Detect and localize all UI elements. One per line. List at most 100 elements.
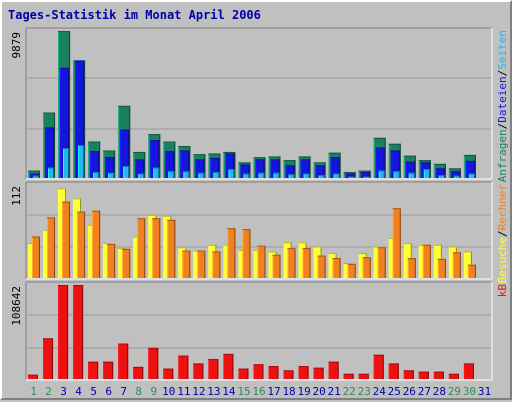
- bar-seiten-day-9-fill: [153, 167, 160, 178]
- bar-rechner-day-4-fill: [77, 211, 86, 278]
- bar-kb-day-9: [148, 347, 159, 379]
- bar-kb-day-15-fill: [238, 368, 249, 379]
- bar-seiten-day-20-fill: [318, 175, 325, 178]
- bar-seiten-day-13-fill: [213, 172, 220, 178]
- y-max-label-visits: 112: [10, 186, 23, 206]
- bar-kb-day-24-fill: [373, 354, 384, 379]
- bar-seiten-day-30-fill: [468, 173, 475, 178]
- bar-kb-day-21: [328, 361, 339, 379]
- bar-rechner-day-26: [407, 258, 416, 278]
- bar-rechner-day-13: [212, 251, 221, 278]
- bar-seiten-day-25: [393, 171, 400, 178]
- bar-kb-day-19-fill: [298, 366, 309, 379]
- bar-rechner-day-27: [422, 244, 431, 278]
- bar-seiten-day-21-fill: [333, 173, 340, 178]
- bar-kb-day-30-fill: [463, 363, 474, 379]
- bar-dateien-day-5-fill: [90, 151, 100, 178]
- legend-separator: /: [496, 230, 509, 237]
- day-label-27: 27: [418, 385, 431, 398]
- bar-rechner-day-9: [152, 218, 161, 278]
- bar-dateien-day-24-fill: [375, 147, 385, 178]
- chart-title: Tages-Statistik im Monat April 2006: [8, 8, 261, 22]
- bar-rechner-day-30-fill: [467, 264, 476, 278]
- bar-rechner-day-12: [197, 250, 206, 278]
- bar-seiten-day-24: [378, 170, 385, 178]
- day-label-12: 12: [192, 385, 205, 398]
- bar-rechner-day-16-fill: [257, 245, 266, 278]
- bar-rechner-day-5-fill: [92, 210, 101, 278]
- bar-kb-day-23: [358, 373, 369, 379]
- bar-kb-day-8: [133, 366, 144, 379]
- bar-seiten-day-15: [243, 173, 250, 178]
- bar-dateien-day-10-fill: [165, 151, 175, 178]
- bar-kb-day-30: [463, 363, 474, 379]
- bar-rechner-day-15: [242, 229, 251, 278]
- bar-kb-day-28-fill: [433, 371, 444, 379]
- bar-rechner-day-10-fill: [167, 219, 176, 278]
- bar-rechner-day-21: [332, 258, 341, 278]
- bar-kb-day-15: [238, 368, 249, 379]
- bar-rechner-day-2: [47, 217, 56, 278]
- bar-seiten-day-26: [408, 172, 415, 178]
- day-label-11: 11: [177, 385, 190, 398]
- bar-dateien-day-2: [45, 127, 55, 178]
- bar-seiten-day-24-fill: [378, 170, 385, 178]
- bar-seiten-day-14-fill: [228, 169, 235, 178]
- bar-seiten-day-5: [93, 172, 100, 178]
- bar-rechner-day-28: [437, 258, 446, 278]
- day-label-22: 22: [343, 385, 356, 398]
- legend-separator: /: [496, 70, 509, 77]
- day-label-23: 23: [358, 385, 371, 398]
- bar-kb-day-20: [313, 367, 324, 379]
- bar-rechner-day-10: [167, 219, 176, 278]
- bar-rechner-day-8-fill: [137, 218, 146, 278]
- bar-rechner-day-6-fill: [107, 243, 116, 278]
- bar-seiten-day-16: [258, 172, 265, 178]
- bar-rechner-day-3-fill: [62, 201, 71, 278]
- bar-dateien-day-15-fill: [240, 164, 250, 178]
- bar-rechner-day-16: [257, 245, 266, 278]
- bar-dateien-day-23-fill: [360, 172, 370, 178]
- bar-kb-day-7: [118, 343, 129, 379]
- bar-besuche-day-3-fill: [58, 188, 67, 278]
- bar-dateien-day-7-fill: [120, 129, 130, 178]
- bar-kb-day-2-fill: [43, 338, 54, 379]
- bar-rechner-day-22-fill: [347, 263, 356, 278]
- bar-rechner-day-13-fill: [212, 251, 221, 278]
- y-max-label-hits: 9879: [10, 32, 23, 59]
- bar-seiten-day-20: [318, 175, 325, 178]
- bar-kb-day-1-fill: [28, 374, 38, 379]
- legend-separator: /: [496, 123, 509, 130]
- bar-kb-day-29: [448, 373, 459, 379]
- day-label-21: 21: [328, 385, 341, 398]
- bar-rechner-day-1: [32, 236, 40, 278]
- bar-dateien-day-12-fill: [195, 159, 205, 178]
- bar-rechner-day-12-fill: [197, 250, 206, 278]
- day-label-3: 3: [60, 385, 67, 398]
- day-label-20: 20: [313, 385, 326, 398]
- bar-rechner-day-29: [452, 252, 461, 278]
- bar-dateien-day-23: [360, 172, 370, 178]
- legend-item-seiten: Seiten: [496, 30, 509, 70]
- bar-kb-day-22: [343, 373, 354, 379]
- day-label-30: 30: [463, 385, 476, 398]
- bar-kb-day-1: [28, 374, 38, 379]
- bar-rechner-day-18-fill: [287, 248, 296, 278]
- bar-kb-day-4: [73, 285, 84, 379]
- bar-seiten-day-11: [183, 171, 190, 178]
- bar-seiten-day-19-fill: [303, 173, 310, 178]
- bar-seiten-day-18: [288, 174, 295, 178]
- day-label-13: 13: [207, 385, 220, 398]
- bar-dateien-day-29: [450, 171, 460, 178]
- bar-dateien-day-6-fill: [105, 157, 115, 178]
- bar-rechner-day-2-fill: [47, 217, 56, 278]
- bar-kb-day-2: [43, 338, 54, 379]
- bar-seiten-day-15-fill: [243, 173, 250, 178]
- bar-rechner-day-8: [137, 218, 146, 278]
- bar-dateien-day-14-fill: [225, 153, 235, 178]
- bar-seiten-day-1-fill: [33, 175, 39, 178]
- bar-kb-day-28: [433, 371, 444, 379]
- bar-rechner-day-24: [377, 247, 386, 278]
- bar-kb-day-23-fill: [358, 373, 369, 379]
